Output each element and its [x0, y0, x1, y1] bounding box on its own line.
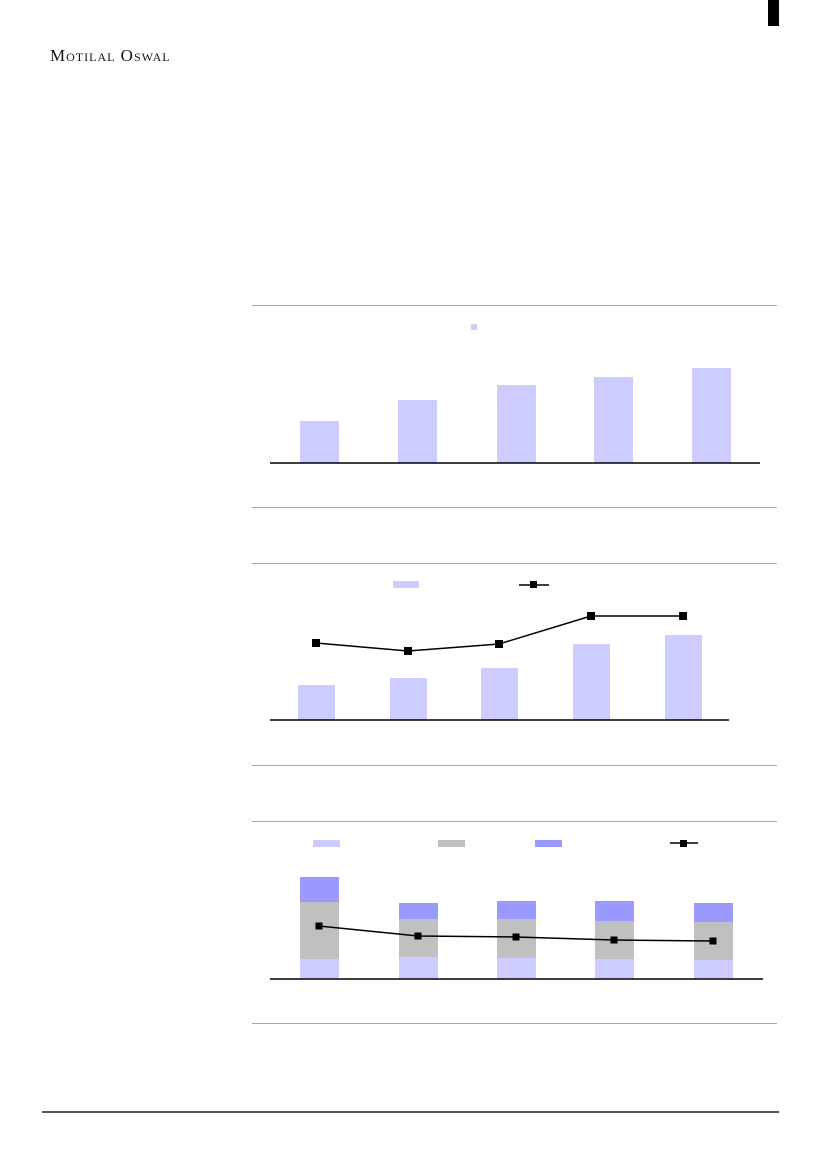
- line-marker: [709, 937, 717, 945]
- line-marker: [414, 932, 422, 940]
- chart2-top-rule: [252, 563, 777, 564]
- bar: [665, 635, 702, 720]
- line-marker: [610, 936, 618, 944]
- bar-segment: [595, 901, 634, 921]
- line-marker: [512, 933, 520, 941]
- bar-segment: [694, 903, 733, 922]
- legend-marker: [530, 581, 537, 588]
- chart1-bottom-rule: [252, 507, 777, 508]
- bar: [298, 685, 335, 720]
- line-marker: [679, 612, 687, 620]
- legend-swatch: [438, 840, 465, 847]
- line-marker: [404, 647, 412, 655]
- line-marker: [312, 639, 320, 647]
- line-marker: [495, 640, 503, 648]
- bar-segment: [694, 960, 733, 979]
- bar-segment: [497, 958, 536, 979]
- legend-swatch: [471, 324, 477, 330]
- chart-1: [270, 324, 760, 464]
- chart2-bottom-rule: [252, 765, 777, 766]
- bar-segment: [595, 959, 634, 979]
- line-marker: [315, 922, 323, 930]
- chart1-top-rule: [252, 305, 777, 306]
- bar: [300, 421, 339, 463]
- logo: Motilal Oswal: [50, 46, 171, 65]
- legend-swatch: [313, 840, 340, 847]
- bar: [390, 678, 427, 720]
- bar: [573, 644, 610, 720]
- legend-swatch-bar: [393, 581, 419, 588]
- bar-segment: [497, 901, 536, 919]
- bar-segment: [300, 902, 339, 959]
- chart3-top-rule: [252, 821, 777, 822]
- bar: [497, 385, 536, 463]
- bar: [481, 668, 518, 720]
- bar-segment: [399, 903, 438, 919]
- line-marker: [587, 612, 595, 620]
- bar-segment: [300, 959, 339, 979]
- bar: [594, 377, 633, 463]
- legend-marker: [680, 840, 687, 847]
- chart-3: [270, 840, 763, 980]
- chart-2: [270, 581, 729, 721]
- page-corner-mark: [768, 0, 779, 26]
- chart3-bottom-rule: [252, 1023, 777, 1024]
- bar-segment: [300, 877, 339, 902]
- bar: [692, 368, 731, 463]
- bar-segment: [399, 957, 438, 979]
- footer-rule: [42, 1111, 779, 1113]
- bar: [398, 400, 437, 463]
- legend-swatch: [535, 840, 562, 847]
